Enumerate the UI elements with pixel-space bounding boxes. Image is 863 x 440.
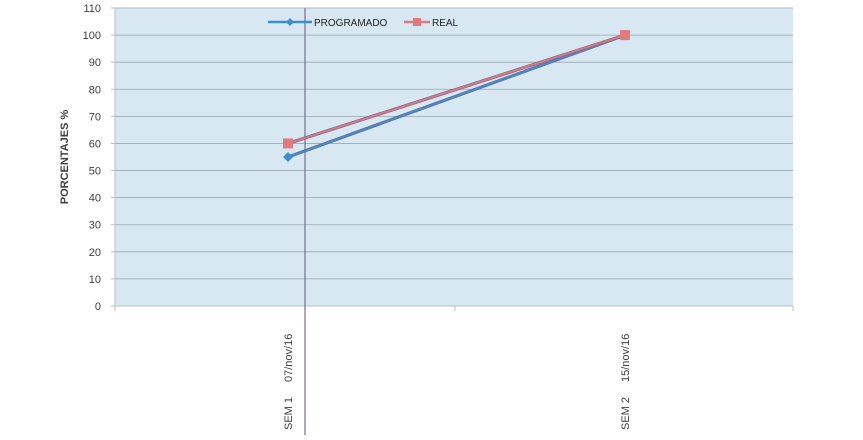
y-tick-label: 0: [95, 301, 101, 313]
y-tick-label: 60: [89, 138, 101, 150]
x-tick-label-line1: SEM 1: [283, 397, 295, 430]
plot-area: [115, 8, 793, 306]
y-tick-label: 100: [83, 30, 101, 42]
y-tick-label: 90: [89, 57, 101, 69]
y-tick-label: 70: [89, 111, 101, 123]
y-tick-label: 110: [83, 3, 101, 15]
x-axis-ticks: SEM 1 07/nov/16 SEM 2 15/nov/16: [115, 306, 793, 430]
point-marker-square: [620, 30, 630, 40]
y-axis-title: PORCENTAJES %: [59, 110, 71, 205]
y-tick-label: 20: [89, 247, 101, 259]
point-marker-square: [283, 138, 293, 148]
legend-label: PROGRAMADO: [314, 18, 388, 29]
x-tick-label-line2: 07/nov/16: [283, 334, 295, 382]
y-axis-ticks: 0 10 20 30 40 50 60 70 80 90 100 110: [83, 3, 115, 313]
legend-marker-square: [413, 18, 421, 26]
y-tick-label: 80: [89, 84, 101, 96]
y-tick-label: 50: [89, 166, 101, 178]
y-tick-label: 40: [89, 193, 101, 205]
x-tick-label-line1: SEM 2: [620, 397, 632, 430]
y-tick-label: 10: [89, 274, 101, 286]
x-tick-label-line2: 15/nov/16: [620, 334, 632, 382]
legend-label: REAL: [432, 18, 459, 29]
y-tick-label: 30: [89, 220, 101, 232]
